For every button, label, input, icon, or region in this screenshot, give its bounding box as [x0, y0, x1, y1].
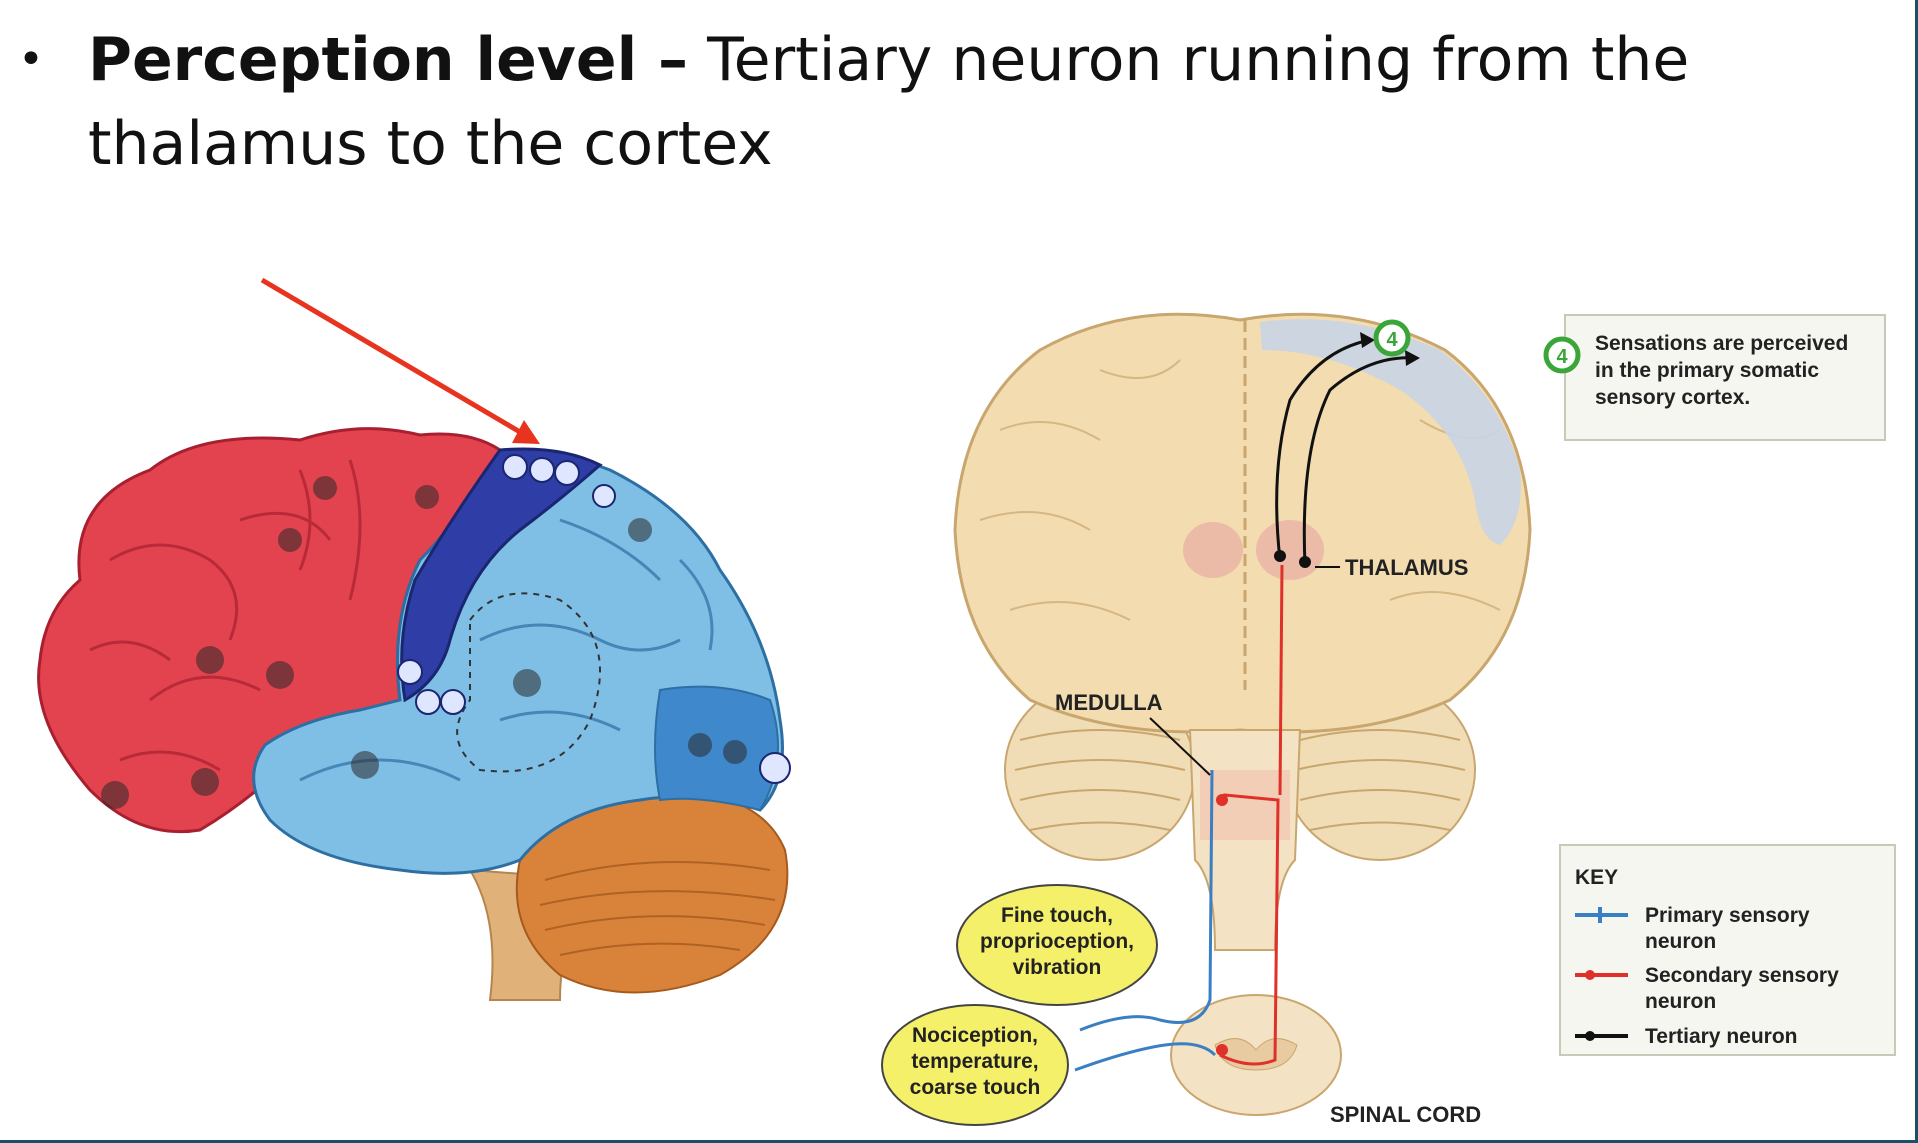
primary-neuron-path-2: [1074, 1042, 1217, 1072]
pointer-arrowhead: [512, 420, 540, 444]
nociception-bubble: [881, 1004, 1069, 1126]
fine-touch-line1: Fine touch,: [1001, 904, 1113, 927]
occipital-region: [654, 685, 779, 812]
key-secondary-line2: neuron: [1645, 990, 1716, 1013]
key-primary-line2: neuron: [1645, 930, 1716, 953]
nociception-line1: Nociception,: [912, 1024, 1038, 1047]
nociception-line3: coarse touch: [910, 1076, 1041, 1099]
primary-neuron-path: [1079, 769, 1214, 1032]
parietal-temporal-lobe: [252, 448, 784, 875]
fine-touch-bubble: [956, 884, 1158, 1006]
spinal-cord-label: SPINAL CORD: [1330, 1102, 1481, 1127]
tertiary-neuron-path: [1275, 338, 1371, 561]
thalamus-label: THALAMUS: [1345, 555, 1468, 580]
medulla-label: MEDULLA: [1055, 690, 1163, 715]
pathway-illustration: 4 4 Sensations are perceived in the prim…: [881, 312, 1896, 1127]
step-marker-callout-number: 4: [1556, 346, 1568, 368]
bullet: •: [18, 34, 44, 85]
nociception-line2: temperature,: [911, 1050, 1038, 1073]
brodmann-markers: [101, 476, 747, 809]
thalamus-left: [1183, 522, 1243, 578]
step-text-line3: sensory cortex.: [1595, 386, 1750, 409]
lateral-brain-illustration: [37, 277, 791, 1001]
key-primary-line1: Primary sensory: [1645, 904, 1810, 927]
step-callout-box: [1564, 314, 1886, 441]
dotted-boundary: [456, 592, 601, 773]
key-box: [1559, 844, 1896, 1056]
secondary-neuron-path-2: [1278, 564, 1284, 796]
strip-markers: [397, 454, 791, 784]
tertiary-neuron-path-2: [1302, 356, 1416, 566]
key-secondary-line1: Secondary sensory: [1645, 964, 1839, 987]
slide-heading: • Perception level – Tertiary neuron run…: [18, 18, 1718, 186]
medulla-highlight: [1200, 770, 1290, 840]
somatosensory-cortex: [1260, 319, 1521, 545]
key-title: KEY: [1575, 866, 1618, 889]
step-marker-brain-number: 4: [1386, 329, 1398, 351]
step-text-line2: in the primary somatic: [1595, 359, 1819, 382]
heading-bold: Perception level –: [88, 25, 689, 95]
secondary-neuron-path: [1219, 793, 1280, 1066]
fine-touch-line3: vibration: [1013, 956, 1102, 979]
key-tertiary-line: Tertiary neuron: [1645, 1025, 1797, 1048]
pointer-arrow: [260, 277, 522, 435]
fine-touch-line2: proprioception,: [980, 930, 1134, 953]
heading-text: Perception level – Tertiary neuron runni…: [88, 18, 1718, 186]
heading-rest: Tertiary neuron running from the thalamu…: [88, 25, 1690, 179]
step-marker-callout: [1543, 336, 1581, 374]
step-text-line1: Sensations are perceived: [1595, 332, 1848, 355]
step-marker-brain: [1373, 319, 1411, 357]
thalamus-right: [1256, 520, 1324, 580]
